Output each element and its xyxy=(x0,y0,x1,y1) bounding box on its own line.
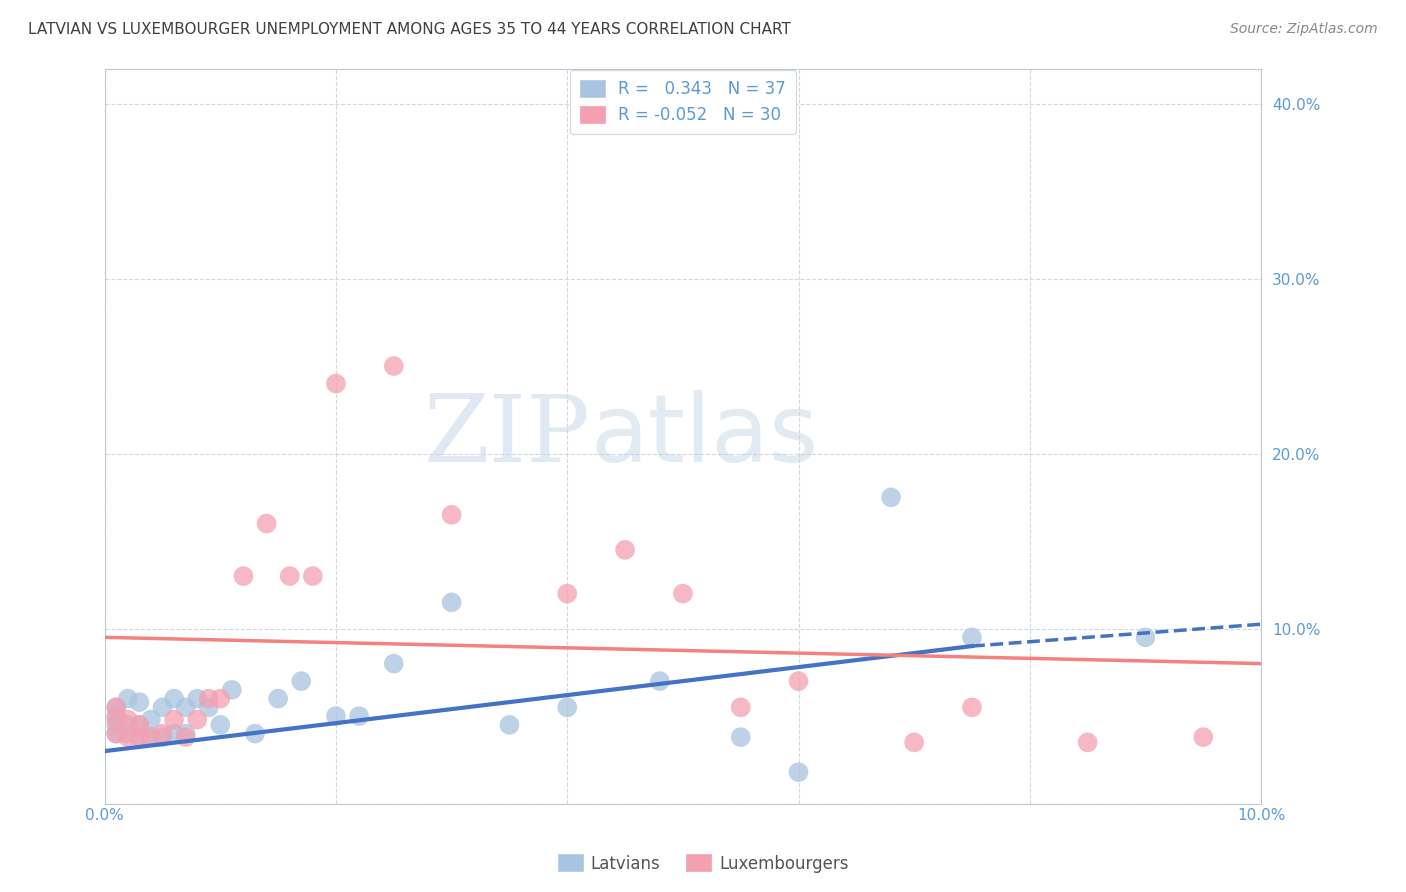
Point xyxy=(1135,631,1157,645)
Point xyxy=(903,735,925,749)
Point xyxy=(787,765,810,780)
Point xyxy=(880,491,903,505)
Point xyxy=(197,700,219,714)
Point xyxy=(128,730,150,744)
Point xyxy=(163,691,186,706)
Point xyxy=(117,691,139,706)
Point xyxy=(117,718,139,732)
Point xyxy=(278,569,301,583)
Point xyxy=(382,657,405,671)
Point xyxy=(730,700,752,714)
Point xyxy=(139,730,162,744)
Point xyxy=(152,726,174,740)
Point xyxy=(163,726,186,740)
Point xyxy=(648,674,671,689)
Legend: R =   0.343   N = 37, R = -0.052   N = 30: R = 0.343 N = 37, R = -0.052 N = 30 xyxy=(569,70,796,134)
Point xyxy=(128,718,150,732)
Point xyxy=(139,730,162,744)
Point xyxy=(105,713,128,727)
Point xyxy=(1077,735,1099,749)
Legend: Latvians, Luxembourgers: Latvians, Luxembourgers xyxy=(551,847,855,880)
Point xyxy=(232,569,254,583)
Point xyxy=(614,542,637,557)
Point xyxy=(301,569,323,583)
Point xyxy=(105,700,128,714)
Point xyxy=(555,586,578,600)
Point xyxy=(128,730,150,744)
Point xyxy=(960,631,983,645)
Point xyxy=(1192,730,1215,744)
Point xyxy=(243,726,266,740)
Point xyxy=(787,674,810,689)
Text: Source: ZipAtlas.com: Source: ZipAtlas.com xyxy=(1230,22,1378,37)
Point xyxy=(105,726,128,740)
Text: ZIP: ZIP xyxy=(423,391,591,481)
Point xyxy=(730,730,752,744)
Point xyxy=(209,718,232,732)
Point xyxy=(163,713,186,727)
Point xyxy=(105,700,128,714)
Point xyxy=(325,376,347,391)
Point xyxy=(498,718,520,732)
Point xyxy=(186,713,208,727)
Point xyxy=(555,700,578,714)
Point xyxy=(128,695,150,709)
Point xyxy=(174,700,197,714)
Point xyxy=(197,691,219,706)
Point xyxy=(209,691,232,706)
Point xyxy=(105,709,128,723)
Point xyxy=(174,726,197,740)
Point xyxy=(117,730,139,744)
Point xyxy=(152,700,174,714)
Text: atlas: atlas xyxy=(591,390,818,482)
Point xyxy=(117,726,139,740)
Point xyxy=(256,516,278,531)
Point xyxy=(105,718,128,732)
Point xyxy=(152,730,174,744)
Point xyxy=(267,691,290,706)
Point xyxy=(117,713,139,727)
Point xyxy=(290,674,312,689)
Point xyxy=(325,709,347,723)
Point xyxy=(139,713,162,727)
Point xyxy=(440,508,463,522)
Point xyxy=(186,691,208,706)
Point xyxy=(347,709,370,723)
Point xyxy=(960,700,983,714)
Point xyxy=(382,359,405,373)
Point xyxy=(221,682,243,697)
Point xyxy=(105,726,128,740)
Point xyxy=(440,595,463,609)
Point xyxy=(174,730,197,744)
Text: LATVIAN VS LUXEMBOURGER UNEMPLOYMENT AMONG AGES 35 TO 44 YEARS CORRELATION CHART: LATVIAN VS LUXEMBOURGER UNEMPLOYMENT AMO… xyxy=(28,22,792,37)
Point xyxy=(128,718,150,732)
Point xyxy=(672,586,695,600)
